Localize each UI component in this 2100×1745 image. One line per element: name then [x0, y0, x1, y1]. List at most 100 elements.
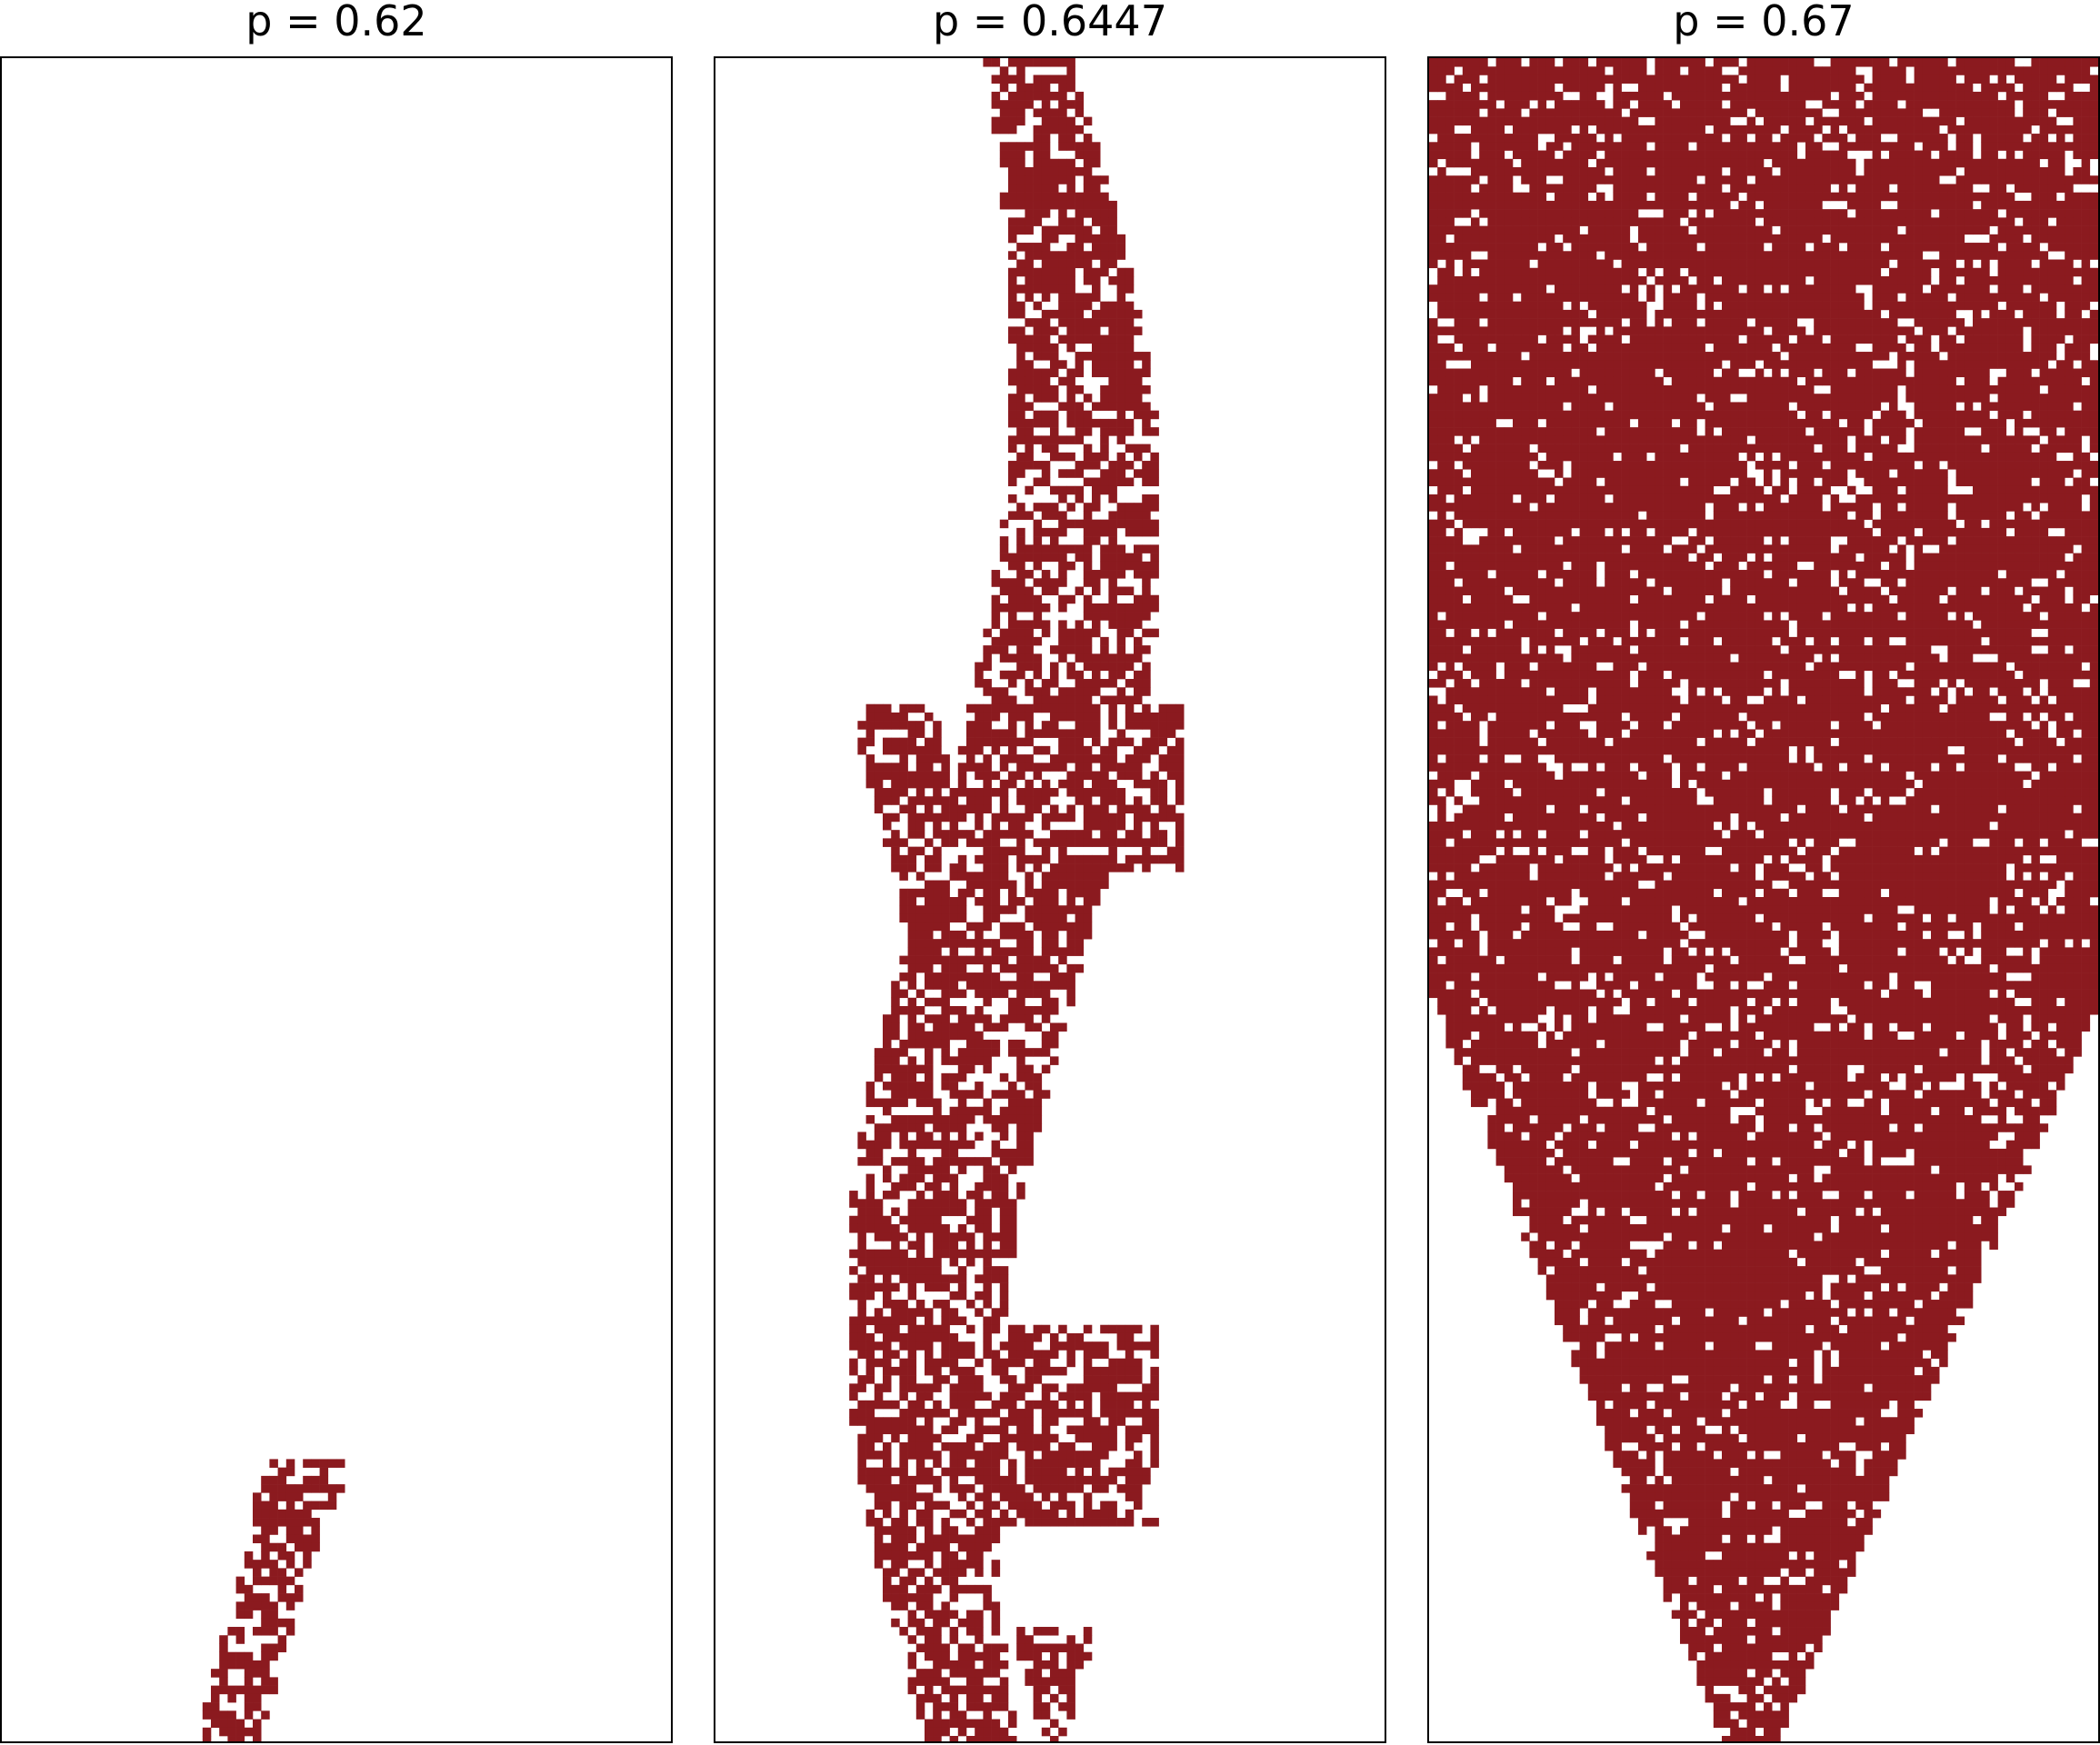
occupied-site [925, 1082, 933, 1091]
occupied-site [227, 1686, 235, 1695]
occupied-site [1084, 260, 1092, 269]
occupied-site [1050, 897, 1058, 906]
occupied-site [866, 763, 875, 772]
occupied-site [1622, 175, 1630, 184]
occupied-site [1580, 75, 1588, 84]
occupied-site [1814, 251, 1822, 260]
occupied-site [950, 1392, 958, 1401]
occupied-site [2023, 184, 2031, 193]
occupied-site [1463, 134, 1471, 143]
occupied-site [933, 1660, 941, 1670]
occupied-site [203, 1728, 211, 1737]
occupied-site [975, 939, 983, 948]
occupied-site [891, 1350, 899, 1359]
occupied-site [883, 1492, 891, 1501]
occupied-site [1125, 520, 1134, 529]
occupied-site [992, 1165, 1000, 1174]
occupied-site [975, 1014, 983, 1023]
occupied-site [1108, 553, 1116, 563]
occupied-site [925, 863, 933, 872]
occupied-site [1897, 125, 1905, 135]
occupied-site [1100, 612, 1108, 621]
occupied-site [992, 1090, 1000, 1099]
occupied-site [1134, 796, 1142, 805]
occupied-site [1889, 92, 1897, 101]
occupied-site [857, 1258, 865, 1267]
occupied-site [1931, 100, 1939, 109]
occupied-site [269, 1476, 277, 1485]
occupied-site [1571, 84, 1579, 93]
occupied-site [1016, 1383, 1025, 1392]
occupied-site [1008, 394, 1016, 403]
occupied-site [857, 1417, 865, 1426]
occupied-site [2065, 175, 2073, 184]
occupied-site [1455, 58, 1463, 67]
occupied-site [875, 1199, 883, 1208]
occupied-site [1000, 1224, 1008, 1233]
occupied-site [1638, 217, 1646, 226]
occupied-site [1797, 243, 1805, 252]
occupied-site [1100, 369, 1108, 378]
occupied-site [975, 1526, 983, 1535]
occupied-site [1915, 226, 1923, 235]
occupied-site [992, 1174, 1000, 1183]
occupied-site [1025, 1643, 1033, 1652]
occupied-site [1016, 453, 1025, 462]
occupied-site [1066, 1694, 1075, 1703]
occupied-site [1429, 84, 1437, 93]
occupied-site [941, 1660, 949, 1670]
occupied-site [992, 913, 1000, 922]
occupied-site [883, 1283, 891, 1292]
occupied-site [1075, 318, 1084, 327]
occupied-site [1084, 595, 1092, 604]
occupied-site [866, 1341, 875, 1351]
occupied-site [1529, 117, 1537, 126]
occupied-site [891, 1401, 899, 1410]
occupied-site [1066, 167, 1075, 176]
occupied-site [1538, 117, 1546, 126]
occupied-site [950, 1258, 958, 1267]
occupied-site [1722, 209, 1730, 218]
occupied-site [219, 1710, 227, 1720]
occupied-site [883, 1341, 891, 1351]
occupied-site [1108, 796, 1116, 805]
occupied-site [2056, 159, 2065, 168]
occupied-site [303, 1551, 311, 1561]
occupied-site [992, 1694, 1000, 1703]
occupied-site [992, 788, 1000, 797]
occupied-site [1084, 1367, 1092, 1376]
occupied-site [1563, 167, 1571, 176]
occupied-site [336, 1484, 345, 1493]
occupied-site [1050, 125, 1058, 135]
occupied-site [1016, 142, 1025, 151]
occupied-site [891, 738, 899, 747]
occupied-site [950, 830, 958, 839]
occupied-site [1008, 284, 1016, 294]
occupied-site [933, 897, 941, 906]
occupied-site [1931, 217, 1939, 226]
occupied-site [1455, 117, 1463, 126]
occupied-site [1839, 260, 1847, 269]
occupied-site [219, 1652, 227, 1661]
occupied-site [1050, 411, 1058, 420]
occupied-site [1696, 108, 1705, 117]
occupied-site [1025, 444, 1033, 454]
occupied-site [849, 1359, 857, 1368]
occupied-site [983, 889, 991, 898]
occupied-site [1008, 226, 1016, 235]
occupied-site [1680, 100, 1688, 109]
occupied-site [1000, 1426, 1008, 1435]
occupied-site [1822, 66, 1830, 75]
occupied-site [1455, 134, 1463, 143]
occupied-site [1000, 863, 1008, 872]
occupied-site [891, 1543, 899, 1552]
occupied-site [1042, 461, 1050, 470]
occupied-site [1772, 159, 1780, 168]
occupied-site [1150, 1417, 1158, 1426]
occupied-site [1000, 100, 1008, 109]
occupied-site [1016, 998, 1025, 1007]
occupied-site [950, 1635, 958, 1644]
occupied-site [2015, 159, 2023, 168]
occupied-site [1042, 1048, 1050, 1057]
occupied-site [1521, 260, 1529, 269]
